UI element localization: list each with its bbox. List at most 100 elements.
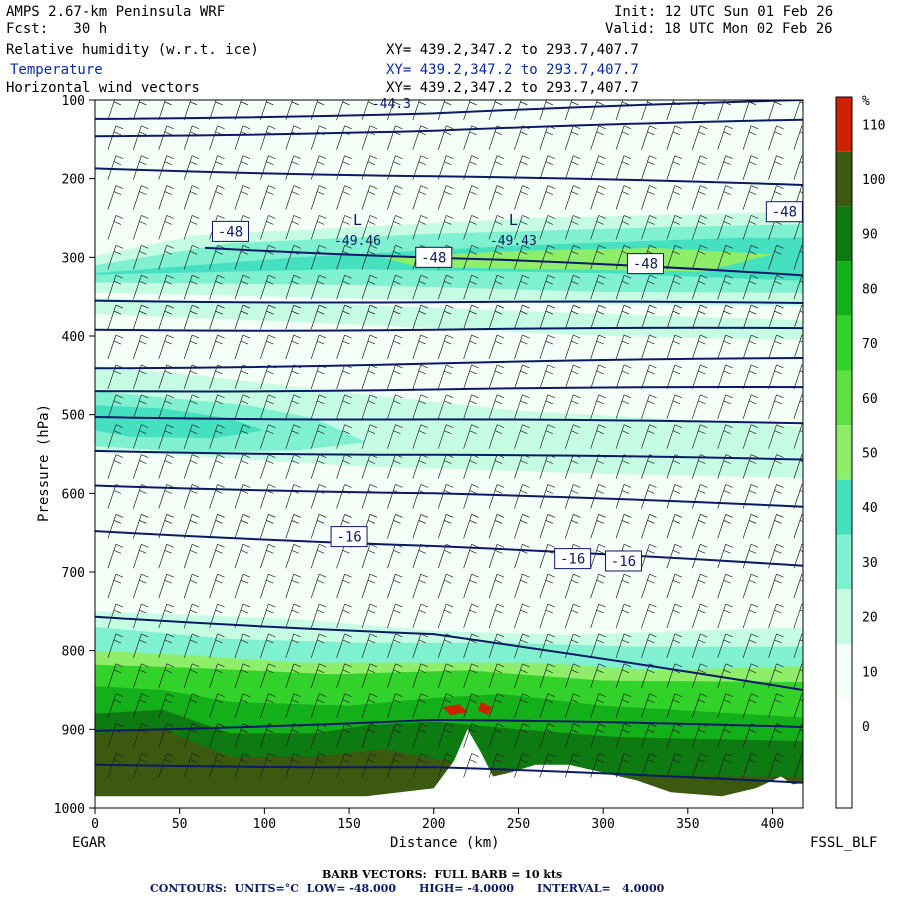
- wind-barb-feather: [799, 304, 803, 313]
- wind-barb: [615, 424, 625, 449]
- wind-barb-feather: [291, 753, 301, 763]
- wind-barb: [564, 215, 574, 240]
- wind-barb-feather: [571, 424, 581, 435]
- wind-barb: [387, 454, 396, 479]
- wind-barb: [488, 633, 498, 659]
- wind-barb-feather: [520, 633, 530, 644]
- wind-barb-feather: [342, 394, 352, 405]
- forecast-hour: Fcst: 30 h: [6, 21, 108, 37]
- wind-barb: [361, 185, 371, 210]
- wind-barb: [285, 663, 295, 688]
- wind-barb: [260, 305, 269, 330]
- wind-barb-feather: [799, 424, 803, 433]
- wind-barb: [463, 514, 472, 539]
- wind-barb-feather: [723, 245, 733, 255]
- wind-barb-feather: [469, 245, 479, 255]
- y-tick-label: 1000: [54, 802, 85, 817]
- wind-barb: [768, 245, 777, 270]
- wind-barb: [793, 424, 803, 449]
- wind-barb-feather: [418, 334, 428, 345]
- wind-barb: [768, 100, 776, 120]
- low-center-value: -49.43: [490, 234, 537, 249]
- wind-barb-feather: [444, 274, 454, 285]
- wind-barb-feather: [190, 304, 200, 315]
- wind-barb-feather: [647, 484, 657, 494]
- wind-barb-feather: [748, 573, 759, 584]
- wind-barb-feather: [621, 274, 632, 285]
- wind-barb-feather: [596, 215, 606, 225]
- wind-barb-feather: [139, 155, 149, 165]
- wind-barb-feather: [444, 723, 454, 733]
- wind-barb-feather: [723, 424, 733, 435]
- wind-barb-feather: [190, 603, 200, 614]
- wind-barb: [361, 424, 371, 449]
- wind-barb-feather: [139, 334, 149, 345]
- wind-barb-feather: [748, 274, 759, 285]
- wind-barb: [463, 603, 472, 629]
- wind-barb-feather: [723, 603, 733, 614]
- wind-barb-feather: [799, 693, 803, 702]
- wind-barb: [793, 394, 803, 419]
- wind-barb: [437, 215, 447, 240]
- wind-barb: [768, 514, 777, 539]
- wind-barb-feather: [139, 424, 149, 435]
- wind-barb-feather: [672, 245, 683, 255]
- wind-barb: [336, 305, 345, 330]
- wind-barb-feather: [672, 633, 683, 644]
- wind-barb: [742, 753, 752, 778]
- wind-barb-feather: [672, 185, 683, 195]
- wind-barb: [336, 574, 345, 599]
- wind-barb: [158, 663, 168, 688]
- wind-barb: [488, 305, 498, 330]
- wind-barb: [514, 394, 523, 419]
- wind-barb-feather: [647, 274, 657, 285]
- wind-barb: [463, 100, 471, 120]
- wind-barb: [768, 334, 777, 360]
- wind-barb: [260, 155, 269, 180]
- wind-barb-feather: [520, 334, 530, 345]
- wind-barb-feather: [545, 723, 555, 733]
- wind-barb-feather: [444, 693, 454, 704]
- wind-barb-feather: [520, 364, 530, 375]
- wind-barb-feather: [317, 663, 327, 674]
- wind-barb: [336, 723, 345, 748]
- wind-barb-feather: [647, 424, 657, 435]
- wind-barb: [564, 723, 574, 748]
- wind-barb-feather: [748, 245, 759, 255]
- wind-barb: [488, 514, 498, 539]
- wind-barb: [107, 484, 117, 509]
- wind-barb: [768, 394, 777, 419]
- wind-barb: [285, 185, 295, 210]
- colorbar: % 0 10 20 30 40 50 60 70 80 90 100 110: [835, 94, 885, 809]
- wind-barb: [793, 663, 803, 688]
- wind-barb: [514, 574, 523, 599]
- wind-barb: [691, 424, 701, 449]
- wind-barb-feather: [672, 693, 683, 704]
- wind-barb-feather: [621, 304, 632, 315]
- wind-barb: [412, 334, 422, 360]
- wind-barb: [641, 275, 650, 300]
- wind-barb-feather: [723, 633, 733, 644]
- wind-barb: [488, 753, 498, 778]
- wind-barb: [310, 723, 320, 748]
- wind-barb: [590, 663, 599, 688]
- wind-barb: [412, 215, 422, 240]
- wind-barb: [463, 663, 472, 688]
- wind-barb-feather: [774, 753, 784, 763]
- wind-barb-feather: [190, 101, 198, 106]
- wind-barb: [539, 305, 549, 330]
- wind-barb: [641, 693, 650, 718]
- wind-barb: [412, 364, 422, 390]
- wind-barb-feather: [393, 753, 403, 763]
- wind-barb: [260, 185, 269, 210]
- wind-barb-feather: [393, 334, 403, 345]
- wind-barb-feather: [418, 304, 428, 315]
- wind-barb: [387, 245, 396, 270]
- wind-barb-feather: [774, 514, 784, 524]
- wind-barb-feather: [139, 454, 149, 464]
- wind-barb-feather: [723, 125, 733, 136]
- wind-barb: [209, 663, 218, 688]
- wind-barb-feather: [393, 603, 403, 614]
- wind-barb-feather: [367, 274, 378, 285]
- wind-barb-feather: [240, 185, 251, 195]
